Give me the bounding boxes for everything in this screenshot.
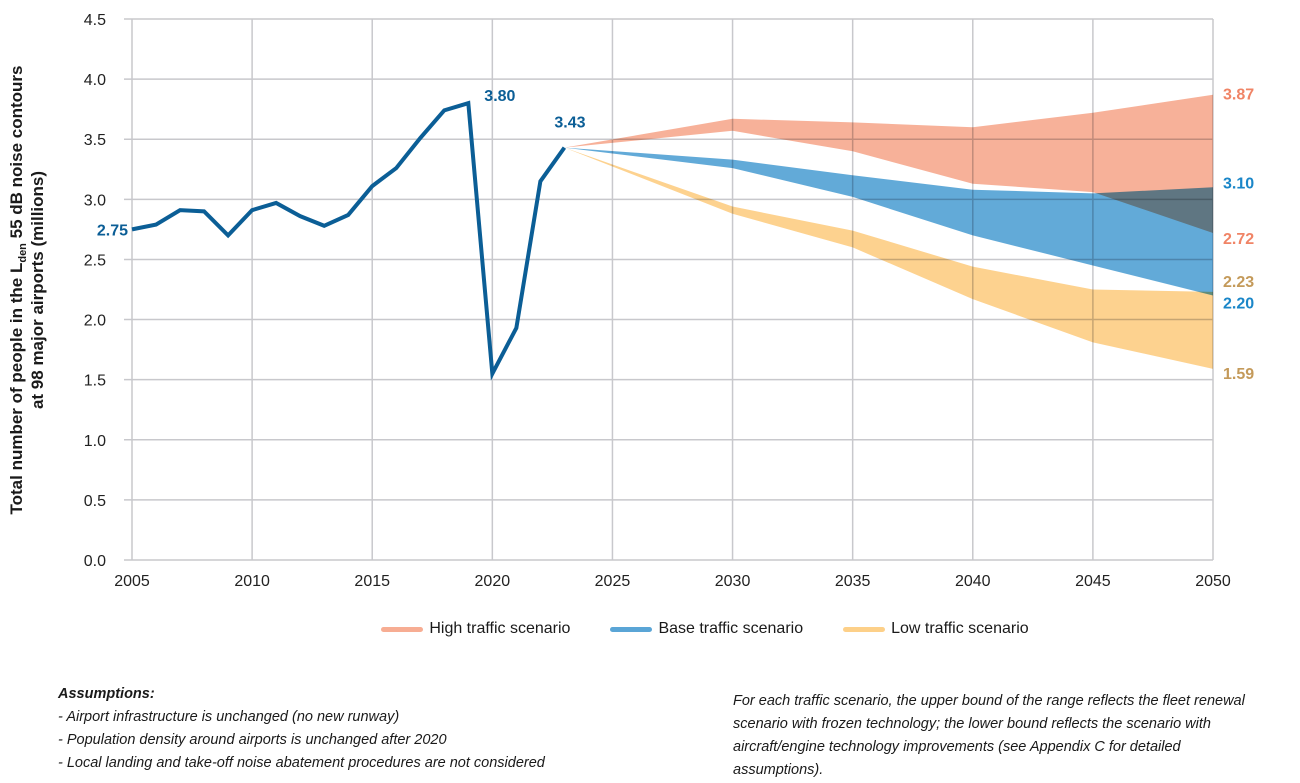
band-low: [564, 147, 1213, 369]
assumption-item: - Population density around airports is …: [58, 732, 447, 748]
end-label-high-upper: 3.87: [1223, 87, 1254, 104]
historical-annotation: 2.75: [97, 222, 128, 239]
y-tick-label: 0.5: [84, 493, 106, 510]
axis-ticks: 0.0 0.5 1.0 1.5 2.0 2.5 3.0 3.5 4.0 4.5 2005 2010 20…: [84, 12, 1231, 590]
assumptions-title: Assumptions:: [58, 686, 155, 702]
x-tick-label: 2035: [835, 573, 871, 590]
y-tick-label: 4.0: [84, 72, 106, 89]
assumption-item: - Airport infrastructure is unchanged (n…: [58, 709, 400, 725]
y-tick-label: 4.5: [84, 12, 106, 29]
historical-line: [131, 100, 567, 381]
legend-swatch-high: [381, 626, 424, 632]
y-tick-label: 1.5: [84, 373, 106, 390]
band-base: [564, 147, 1213, 296]
legend-label-low: Low traffic scenario: [891, 620, 1029, 637]
y-tick-label: 3.0: [84, 192, 106, 209]
y-tick-label: 3.5: [84, 132, 106, 149]
historical-annotation: 3.43: [554, 115, 585, 132]
legend: High traffic scenario Base traffic scena…: [0, 620, 1300, 638]
x-tick-label: 2015: [354, 573, 390, 590]
chart: 0.0 0.5 1.0 1.5 2.0 2.5 3.0 3.5 4.0 4.5 2005 2010 20…: [7, 12, 1254, 590]
assumption-item: - Local landing and take-off noise abate…: [58, 755, 545, 771]
end-label-low-lower: 1.59: [1223, 366, 1254, 383]
scenario-note: For each traffic scenario, the upper bou…: [733, 693, 1245, 778]
scenario-bands: [564, 94, 1213, 369]
end-label-base-upper: 3.10: [1223, 175, 1254, 192]
historical-series: [131, 100, 567, 381]
legend-item-high: High traffic scenario: [381, 620, 570, 638]
band-high: [564, 94, 1213, 233]
x-tick-label: 2040: [955, 573, 991, 590]
x-tick-label: 2005: [114, 573, 150, 590]
data-labels: 2.75 3.80 3.43 3.87 2.72 3.10 2.20 2.23 1.59: [97, 87, 1254, 383]
y-axis-label-line1: Total number of people in the Lden 55 dB…: [7, 65, 29, 514]
y-axis-label-line2: at 98 major airports (millions): [28, 171, 47, 409]
x-tick-label: 2050: [1195, 573, 1231, 590]
legend-label-base: Base traffic scenario: [658, 620, 804, 637]
legend-label-high: High traffic scenario: [429, 620, 571, 637]
y-tick-label: 0.0: [84, 553, 106, 570]
x-tick-label: 2030: [715, 573, 751, 590]
legend-swatch-low: [843, 626, 886, 632]
legend-item-low: Low traffic scenario: [843, 620, 1029, 638]
historical-annotation: 3.80: [484, 88, 515, 105]
assumptions-note: Assumptions: - Airport infrastructure is…: [58, 683, 545, 775]
x-tick-label: 2020: [475, 573, 511, 590]
end-label-high-lower: 2.72: [1223, 231, 1254, 248]
x-tick-label: 2010: [234, 573, 270, 590]
y-tick-label: 2.0: [84, 313, 106, 330]
x-tick-label: 2025: [595, 573, 631, 590]
y-tick-label: 2.5: [84, 252, 106, 269]
end-label-low-upper: 2.23: [1223, 274, 1254, 291]
y-tick-label: 1.0: [84, 433, 106, 450]
x-tick-label: 2045: [1075, 573, 1111, 590]
end-label-base-lower: 2.20: [1223, 296, 1254, 313]
legend-item-base: Base traffic scenario: [610, 620, 803, 638]
legend-swatch-base: [610, 626, 653, 632]
